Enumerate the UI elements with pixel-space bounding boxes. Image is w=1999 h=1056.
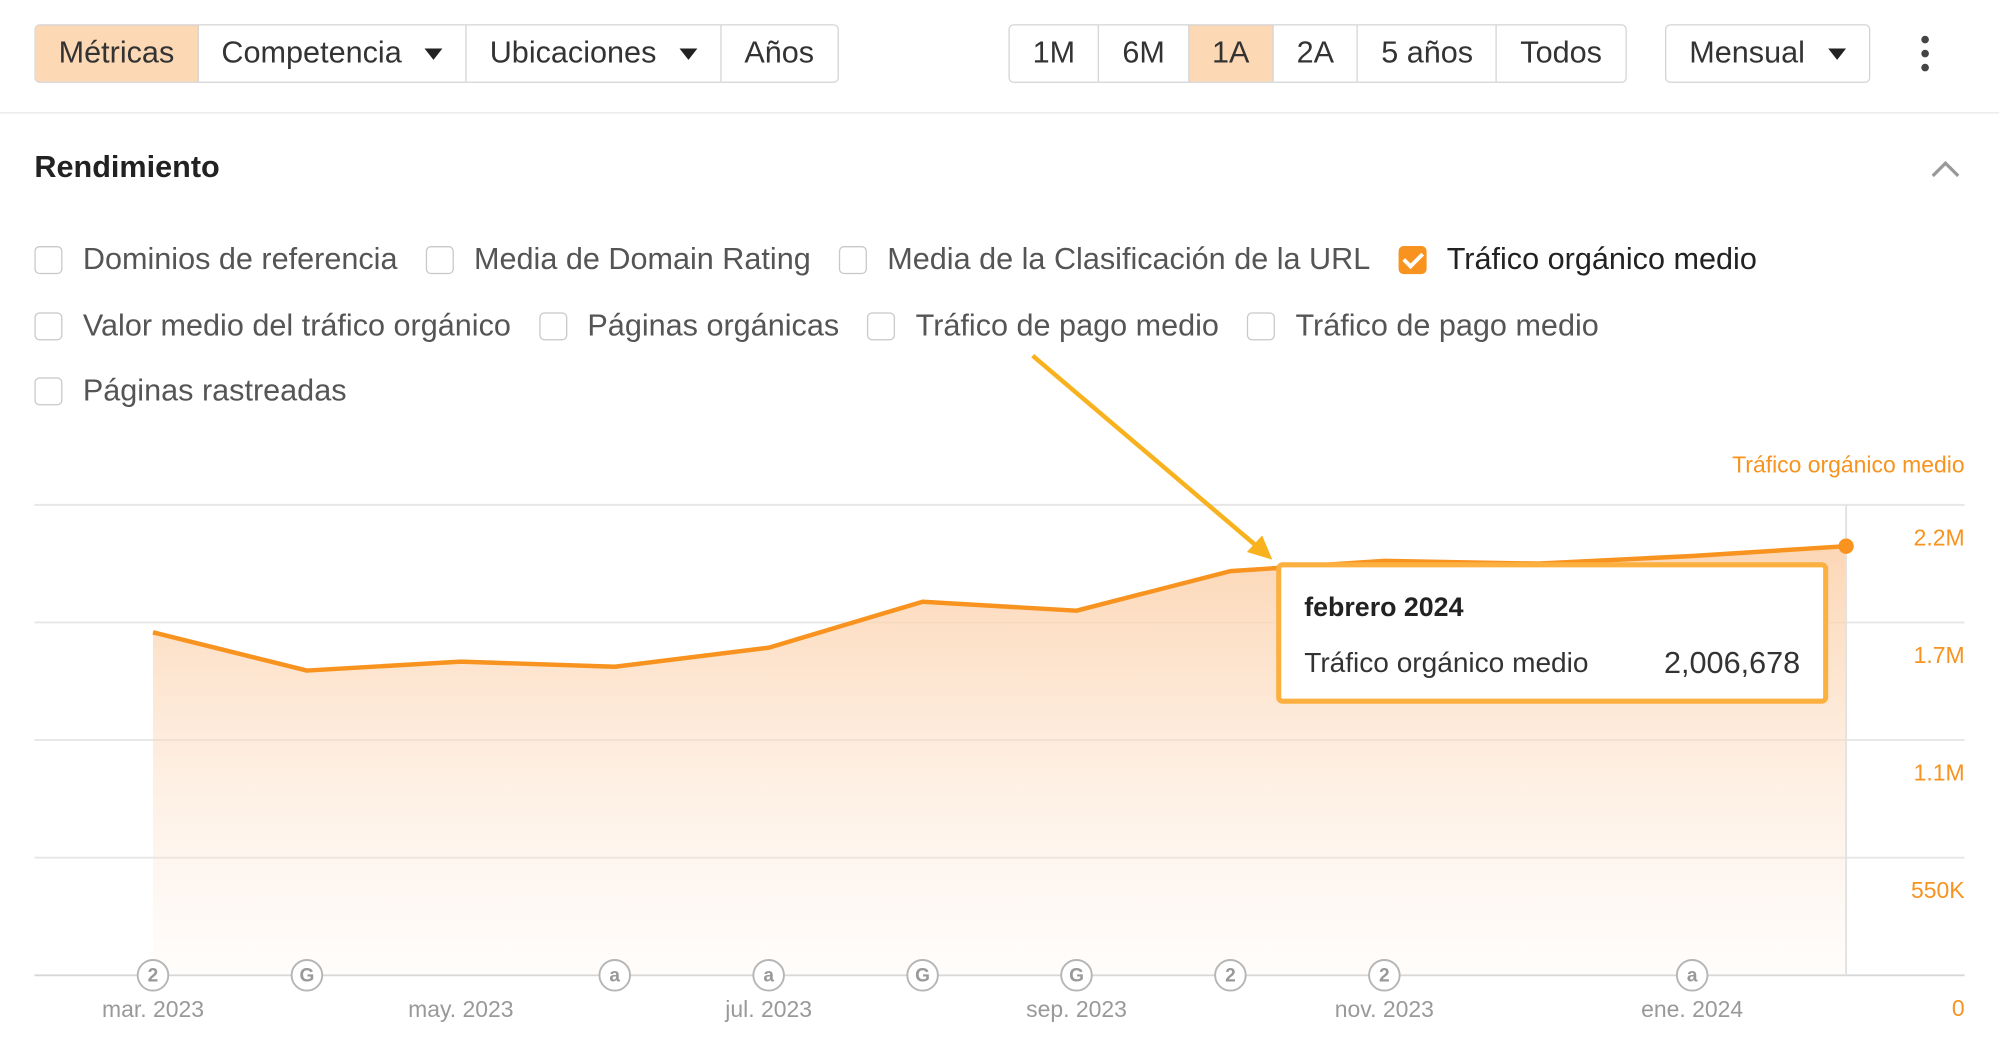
tooltip-value: 2,006,678: [1664, 646, 1801, 681]
event-marker: [1368, 959, 1401, 992]
metric-checkbox[interactable]: Tráfico orgánico medio: [1398, 242, 1757, 278]
tab[interactable]: Métricas: [35, 25, 199, 82]
tooltip-title: febrero 2024: [1304, 592, 1464, 623]
metric-checkbox[interactable]: Tráfico de pago medio: [1247, 309, 1599, 345]
checkbox[interactable]: [1398, 246, 1427, 275]
event-marker-label: 2: [148, 966, 159, 987]
metric-checkbox[interactable]: Páginas orgánicas: [538, 308, 840, 345]
x-tick-label: mar. 2023: [102, 996, 204, 1022]
interval-dropdown: Mensual: [1665, 24, 1870, 83]
x-tick-label: ene. 2024: [1641, 996, 1743, 1022]
tooltip: febrero 2024 Tráfico orgánico medio 2,00…: [1276, 562, 1829, 704]
range-button[interactable]: 2A: [1274, 25, 1359, 82]
x-tick-label: nov. 2023: [1335, 996, 1434, 1022]
checkbox[interactable]: [34, 312, 63, 341]
event-marker-label: G: [299, 966, 314, 987]
event-marker: [752, 959, 785, 992]
x-tick-label: may. 2023: [408, 996, 513, 1022]
x-tick-label: sep. 2023: [1026, 996, 1127, 1022]
interval-button[interactable]: Mensual: [1666, 25, 1868, 81]
y-tick-label: 1.7M: [1914, 642, 1965, 668]
event-marker-label: a: [609, 966, 620, 987]
axis-title: Tráfico orgánico medio: [1732, 452, 1964, 478]
range-button[interactable]: 1M: [1010, 25, 1100, 82]
metric-row: Páginas rastreadas: [34, 373, 347, 410]
range-group: 1M 6M 1A 2A 5 años Todos: [1008, 24, 1627, 83]
divider: [0, 112, 1999, 114]
y-tick-label: 0: [1952, 995, 1965, 1021]
section-title: Rendimiento: [34, 150, 220, 185]
y-tick-label: 2.2M: [1914, 524, 1965, 550]
tab[interactable]: Ubicaciones: [467, 25, 722, 82]
checkbox[interactable]: [867, 312, 896, 341]
event-marker-label: a: [763, 966, 774, 987]
checkbox-label: Valor medio del tráfico orgánico: [82, 308, 511, 343]
metric-checkbox[interactable]: Valor medio del tráfico orgánico: [34, 308, 511, 345]
checkbox-label: Tráfico orgánico medio: [1446, 242, 1757, 277]
x-tick-label: jul. 2023: [724, 996, 812, 1022]
y-tick-label: 1.1M: [1914, 760, 1965, 786]
tooltip-series: Tráfico orgánico medio: [1304, 646, 1589, 679]
metric-row: Valor medio del tráfico orgánico Páginas …: [34, 308, 1599, 345]
event-marker: [1214, 959, 1247, 992]
metric-checkbox[interactable]: Tráfico de pago medio: [867, 309, 1219, 345]
metric-checkbox[interactable]: Media de la Clasificación de la URL: [838, 242, 1371, 278]
checkbox-label: Media de Domain Rating: [474, 242, 811, 277]
checkbox-label: Páginas orgánicas: [587, 308, 840, 343]
metric-checkbox[interactable]: Media de Domain Rating: [425, 242, 811, 278]
event-marker: [1675, 959, 1709, 992]
collapse-toggle[interactable]: [1930, 158, 1961, 178]
checkbox[interactable]: [838, 246, 867, 275]
event-marker-label: a: [1687, 966, 1698, 987]
range-button[interactable]: 1A: [1189, 25, 1274, 82]
metric-row: Dominios de referencia Media de Domain Ra…: [34, 242, 1757, 278]
event-marker: [290, 959, 324, 992]
checkbox-label: Tráfico de pago medio: [1295, 308, 1599, 343]
tab[interactable]: Competencia: [198, 25, 467, 82]
event-marker: [136, 959, 170, 992]
event-marker-label: G: [915, 966, 930, 987]
more-menu[interactable]: [1912, 34, 1937, 72]
event-marker-label: G: [1069, 966, 1084, 987]
checkbox[interactable]: [34, 377, 63, 406]
tab-group: Métricas Competencia Ubicaciones Años: [34, 24, 839, 83]
checkbox-label: Dominios de referencia: [82, 242, 398, 277]
metric-checkbox[interactable]: Dominios de referencia: [34, 242, 398, 278]
annotation-arrow: [1031, 353, 1273, 560]
checkbox[interactable]: [1247, 312, 1276, 341]
event-marker: [598, 959, 631, 992]
tooltip-row: Tráfico orgánico medio 2,006,678: [1304, 646, 1800, 682]
range-button[interactable]: 5 años: [1358, 25, 1498, 82]
event-marker: [1060, 959, 1093, 992]
metric-checkbox[interactable]: Páginas rastreadas: [34, 373, 347, 410]
event-marker-label: 2: [1379, 966, 1390, 987]
checkbox-label: Páginas rastreadas: [82, 373, 347, 408]
checkbox[interactable]: [538, 312, 567, 341]
event-marker: [906, 959, 939, 992]
event-marker-label: 2: [1225, 966, 1236, 987]
range-button[interactable]: Todos: [1520, 35, 1602, 71]
hover-point: [1838, 538, 1854, 554]
checkbox-label: Tráfico de pago medio: [915, 308, 1219, 343]
checkbox[interactable]: [34, 246, 63, 275]
tab[interactable]: Años: [744, 35, 815, 71]
checkbox[interactable]: [425, 246, 454, 275]
range-button[interactable]: 6M: [1099, 25, 1190, 82]
y-tick-label: 550K: [1911, 877, 1965, 903]
checkbox-label: Media de la Clasificación de la URL: [887, 242, 1371, 277]
